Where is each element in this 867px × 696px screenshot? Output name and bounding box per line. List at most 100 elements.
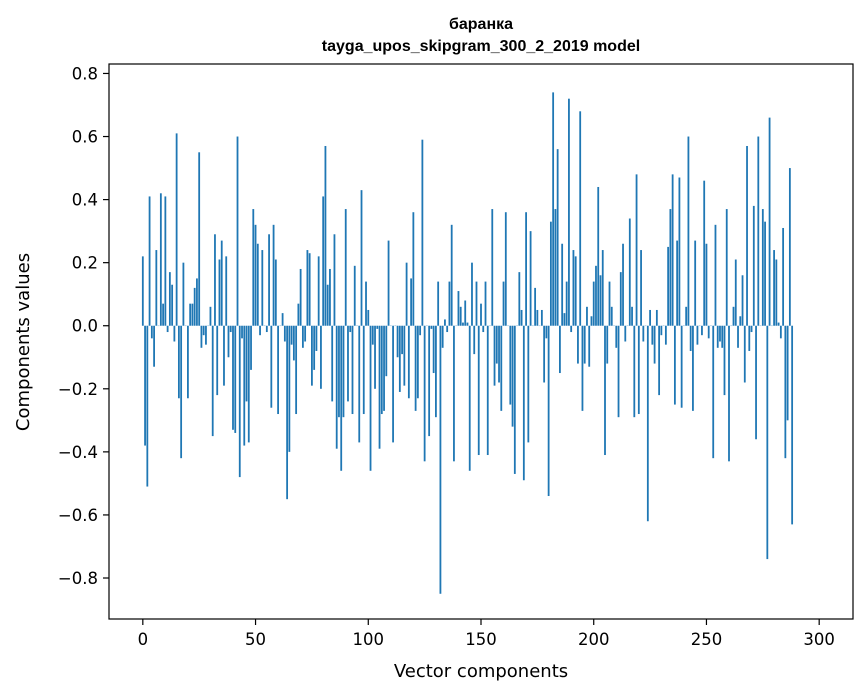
bar: [416, 325, 419, 399]
bar: [288, 325, 291, 452]
bar: [746, 145, 748, 326]
bar: [493, 325, 496, 386]
bar: [642, 325, 645, 342]
bar: [430, 325, 433, 329]
bar: [651, 325, 654, 345]
bar: [687, 136, 690, 326]
bar: [308, 253, 311, 326]
bar: [577, 325, 579, 364]
bar: [484, 281, 487, 326]
bar: [175, 133, 178, 326]
bar: [725, 209, 728, 326]
bar: [365, 281, 367, 326]
bar: [588, 325, 591, 367]
x-tick-label: 250: [691, 630, 723, 649]
bar: [322, 196, 325, 326]
bar: [583, 325, 586, 364]
bar: [689, 325, 692, 351]
bar: [211, 325, 214, 437]
bar: [446, 325, 449, 333]
bar: [525, 212, 527, 326]
bar: [453, 325, 455, 462]
bar: [775, 259, 778, 326]
bar: [277, 325, 279, 415]
bar: [768, 117, 771, 326]
bar: [782, 227, 785, 326]
bar: [678, 177, 681, 326]
bar: [159, 193, 162, 326]
bar: [536, 309, 539, 326]
bar: [728, 325, 730, 462]
bar: [773, 250, 775, 326]
bar: [407, 325, 410, 399]
bar: [534, 287, 537, 326]
bar: [168, 272, 171, 326]
bar: [617, 325, 620, 418]
bar: [148, 196, 151, 326]
bar: [193, 287, 196, 326]
bar: [574, 256, 577, 326]
bar: [732, 306, 735, 326]
bar: [198, 152, 201, 326]
bar: [353, 265, 356, 326]
x-tick-label: 200: [578, 630, 610, 649]
bar: [471, 262, 473, 326]
bar: [301, 325, 304, 348]
bar: [428, 325, 431, 437]
bar: [232, 325, 234, 430]
bar: [635, 174, 638, 326]
bar: [692, 325, 694, 411]
y-tick-label: −0.2: [58, 380, 98, 399]
bar: [220, 240, 223, 326]
bar: [243, 325, 246, 446]
bar: [755, 325, 757, 440]
bar: [299, 268, 302, 326]
bar: [570, 325, 573, 333]
x-axis-ticks: 0 50 100 150 200 250 300: [138, 619, 835, 649]
bar: [468, 325, 471, 471]
bar: [196, 278, 198, 326]
bar: [358, 325, 361, 443]
bar: [162, 303, 165, 326]
bar: [464, 300, 467, 326]
bar: [777, 322, 780, 326]
bar: [225, 256, 228, 326]
bar: [500, 325, 503, 411]
bar: [412, 212, 415, 326]
bar: [723, 325, 726, 396]
bar: [254, 224, 257, 326]
bar: [509, 325, 512, 405]
bar: [473, 325, 476, 355]
bar: [466, 322, 469, 326]
bar: [180, 325, 183, 459]
bar: [191, 303, 194, 326]
bar: [435, 325, 437, 418]
bar: [385, 325, 388, 377]
bar: [719, 325, 721, 342]
bar: [685, 306, 688, 326]
y-tick-label: 0.4: [72, 191, 98, 210]
bar: [764, 221, 766, 326]
bar: [144, 325, 146, 446]
bar: [371, 325, 374, 345]
bar: [737, 325, 739, 348]
bar: [295, 325, 298, 415]
bar: [335, 325, 338, 449]
bar: [601, 250, 604, 326]
bar: [561, 243, 564, 326]
bar: [513, 325, 516, 474]
bar: [423, 325, 426, 462]
bar: [610, 306, 613, 326]
bar: [586, 306, 588, 326]
bar: [565, 281, 568, 326]
bar: [734, 259, 737, 326]
bar: [360, 190, 363, 326]
bar: [182, 262, 185, 326]
bar: [347, 325, 349, 402]
bar: [637, 325, 640, 415]
bar: [676, 240, 679, 326]
bar: [633, 325, 636, 418]
bar: [480, 303, 482, 326]
bar: [216, 325, 219, 396]
bar: [378, 325, 381, 449]
